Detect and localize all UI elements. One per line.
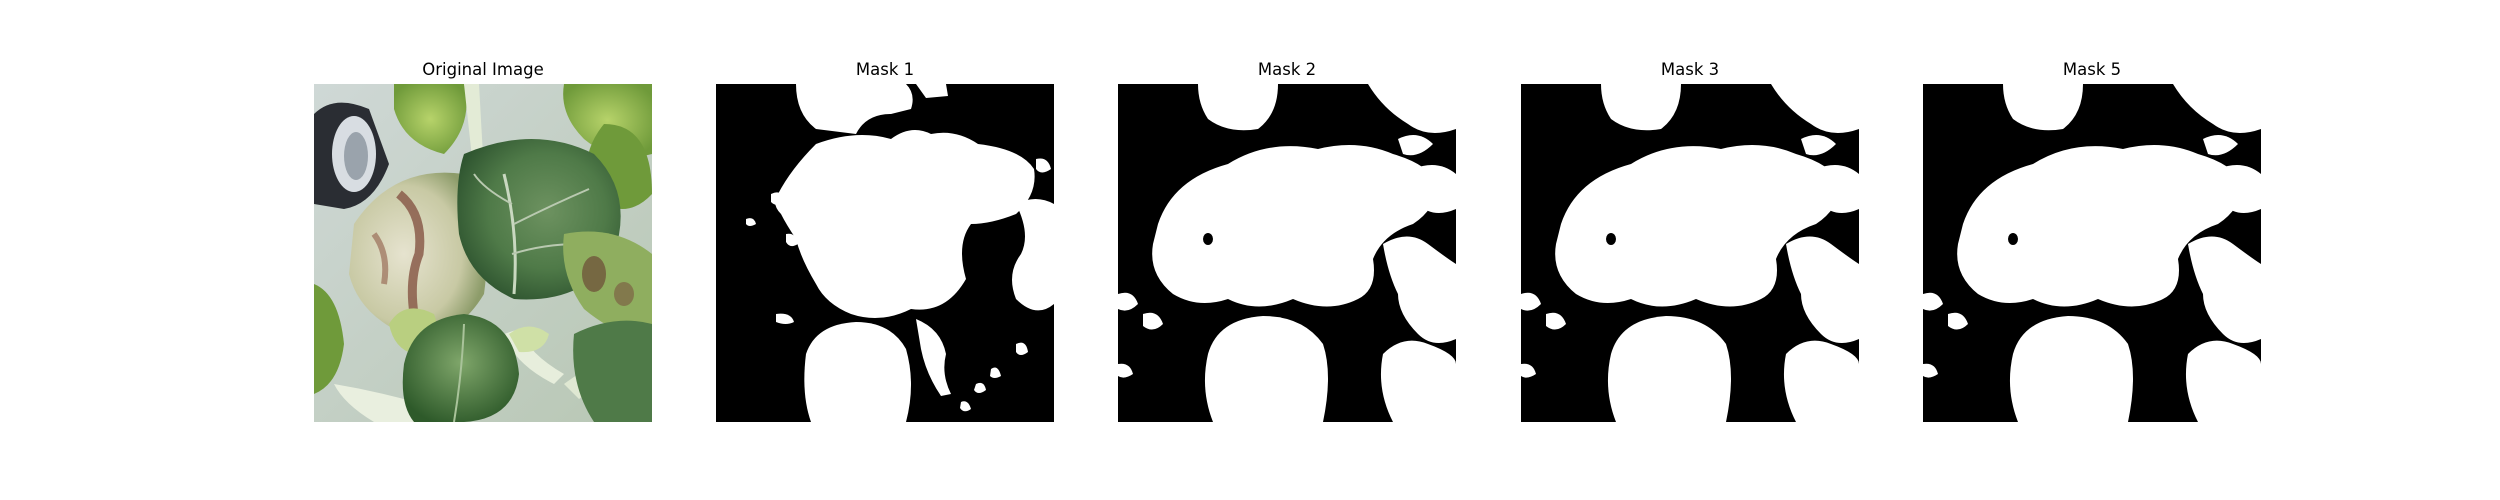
mask-2-image xyxy=(1118,84,1456,422)
panel-title: Mask 2 xyxy=(1257,60,1317,79)
panel-title: Mask 3 xyxy=(1660,60,1720,79)
mask-3-image xyxy=(1521,84,1859,422)
panel-title: Original Image xyxy=(422,60,544,79)
panel-title: Mask 1 xyxy=(855,60,915,79)
panel-mask-2: Mask 2 xyxy=(1118,0,1456,500)
mask-5-image xyxy=(1923,84,2261,422)
panel-mask-3: Mask 3 xyxy=(1521,0,1859,500)
original-plant-photo xyxy=(314,84,652,422)
mask-1-image xyxy=(716,84,1054,422)
panel-title: Mask 5 xyxy=(2062,60,2122,79)
panel-mask-1: Mask 1 xyxy=(716,0,1054,500)
panel-mask-5: Mask 5 xyxy=(1923,0,2261,500)
panel-original-image: Original Image xyxy=(314,0,652,500)
